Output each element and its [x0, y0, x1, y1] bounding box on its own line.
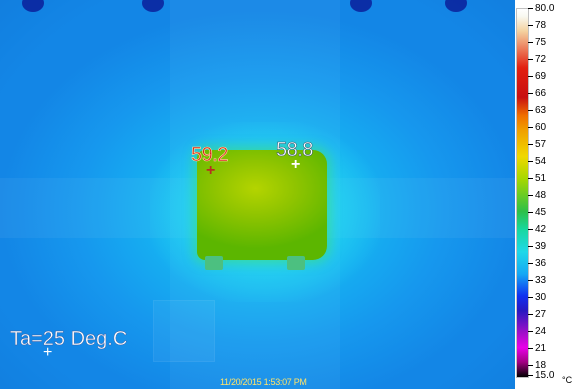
scale-tick: 78: [528, 21, 546, 31]
spot-reading-second: 58.8: [276, 139, 314, 161]
thermal-image: 59.2 + 58.8 + Ta=25 Deg.C + 11/20/2015 1…: [0, 0, 515, 389]
cold-spot: [445, 0, 467, 12]
scale-tick: 18: [528, 361, 546, 371]
scale-tick: 75: [528, 38, 546, 48]
scale-tick: 39: [528, 242, 546, 252]
scale-tick: 21: [528, 344, 546, 354]
spot-crosshair-icon: +: [291, 156, 301, 173]
component-lead: [205, 256, 223, 270]
hot-component: [197, 150, 327, 270]
spot-crosshair-icon: +: [206, 162, 216, 179]
scale-tick: 60: [528, 123, 546, 133]
pcb-pad: [153, 300, 215, 362]
scale-min-label: 15.0: [528, 371, 554, 381]
scale-tick: 69: [528, 72, 546, 82]
cold-spot: [350, 0, 372, 12]
ambient-temperature-label: Ta=25 Deg.C: [10, 328, 128, 350]
scale-tick: 36: [528, 259, 546, 269]
ambient-crosshair-icon: +: [43, 344, 53, 361]
component-lead: [287, 256, 305, 270]
scale-max-label: 80.0: [528, 4, 554, 14]
scale-tick: 24: [528, 327, 546, 337]
cold-spot: [142, 0, 164, 12]
scale-tick: 72: [528, 55, 546, 65]
capture-timestamp: 11/20/2015 1:53:07 PM: [220, 377, 307, 387]
scale-tick: 66: [528, 89, 546, 99]
scale-tick: 33: [528, 276, 546, 286]
scale-tick: 51: [528, 174, 546, 184]
scale-tick: 63: [528, 106, 546, 116]
cold-spot: [22, 0, 44, 12]
scale-tick: 57: [528, 140, 546, 150]
scale-tick: 42: [528, 225, 546, 235]
scale-tick: 27: [528, 310, 546, 320]
scale-tick: 54: [528, 157, 546, 167]
spot-reading-hot: 59.2: [191, 144, 229, 166]
scale-unit-label: °C: [562, 375, 572, 385]
scale-tick-labels: 80.0 78 75 72 69 66 63 60 57 54 51 48 45…: [528, 0, 572, 389]
scale-tick: 48: [528, 191, 546, 201]
scale-tick: 30: [528, 293, 546, 303]
scale-tick: 45: [528, 208, 546, 218]
